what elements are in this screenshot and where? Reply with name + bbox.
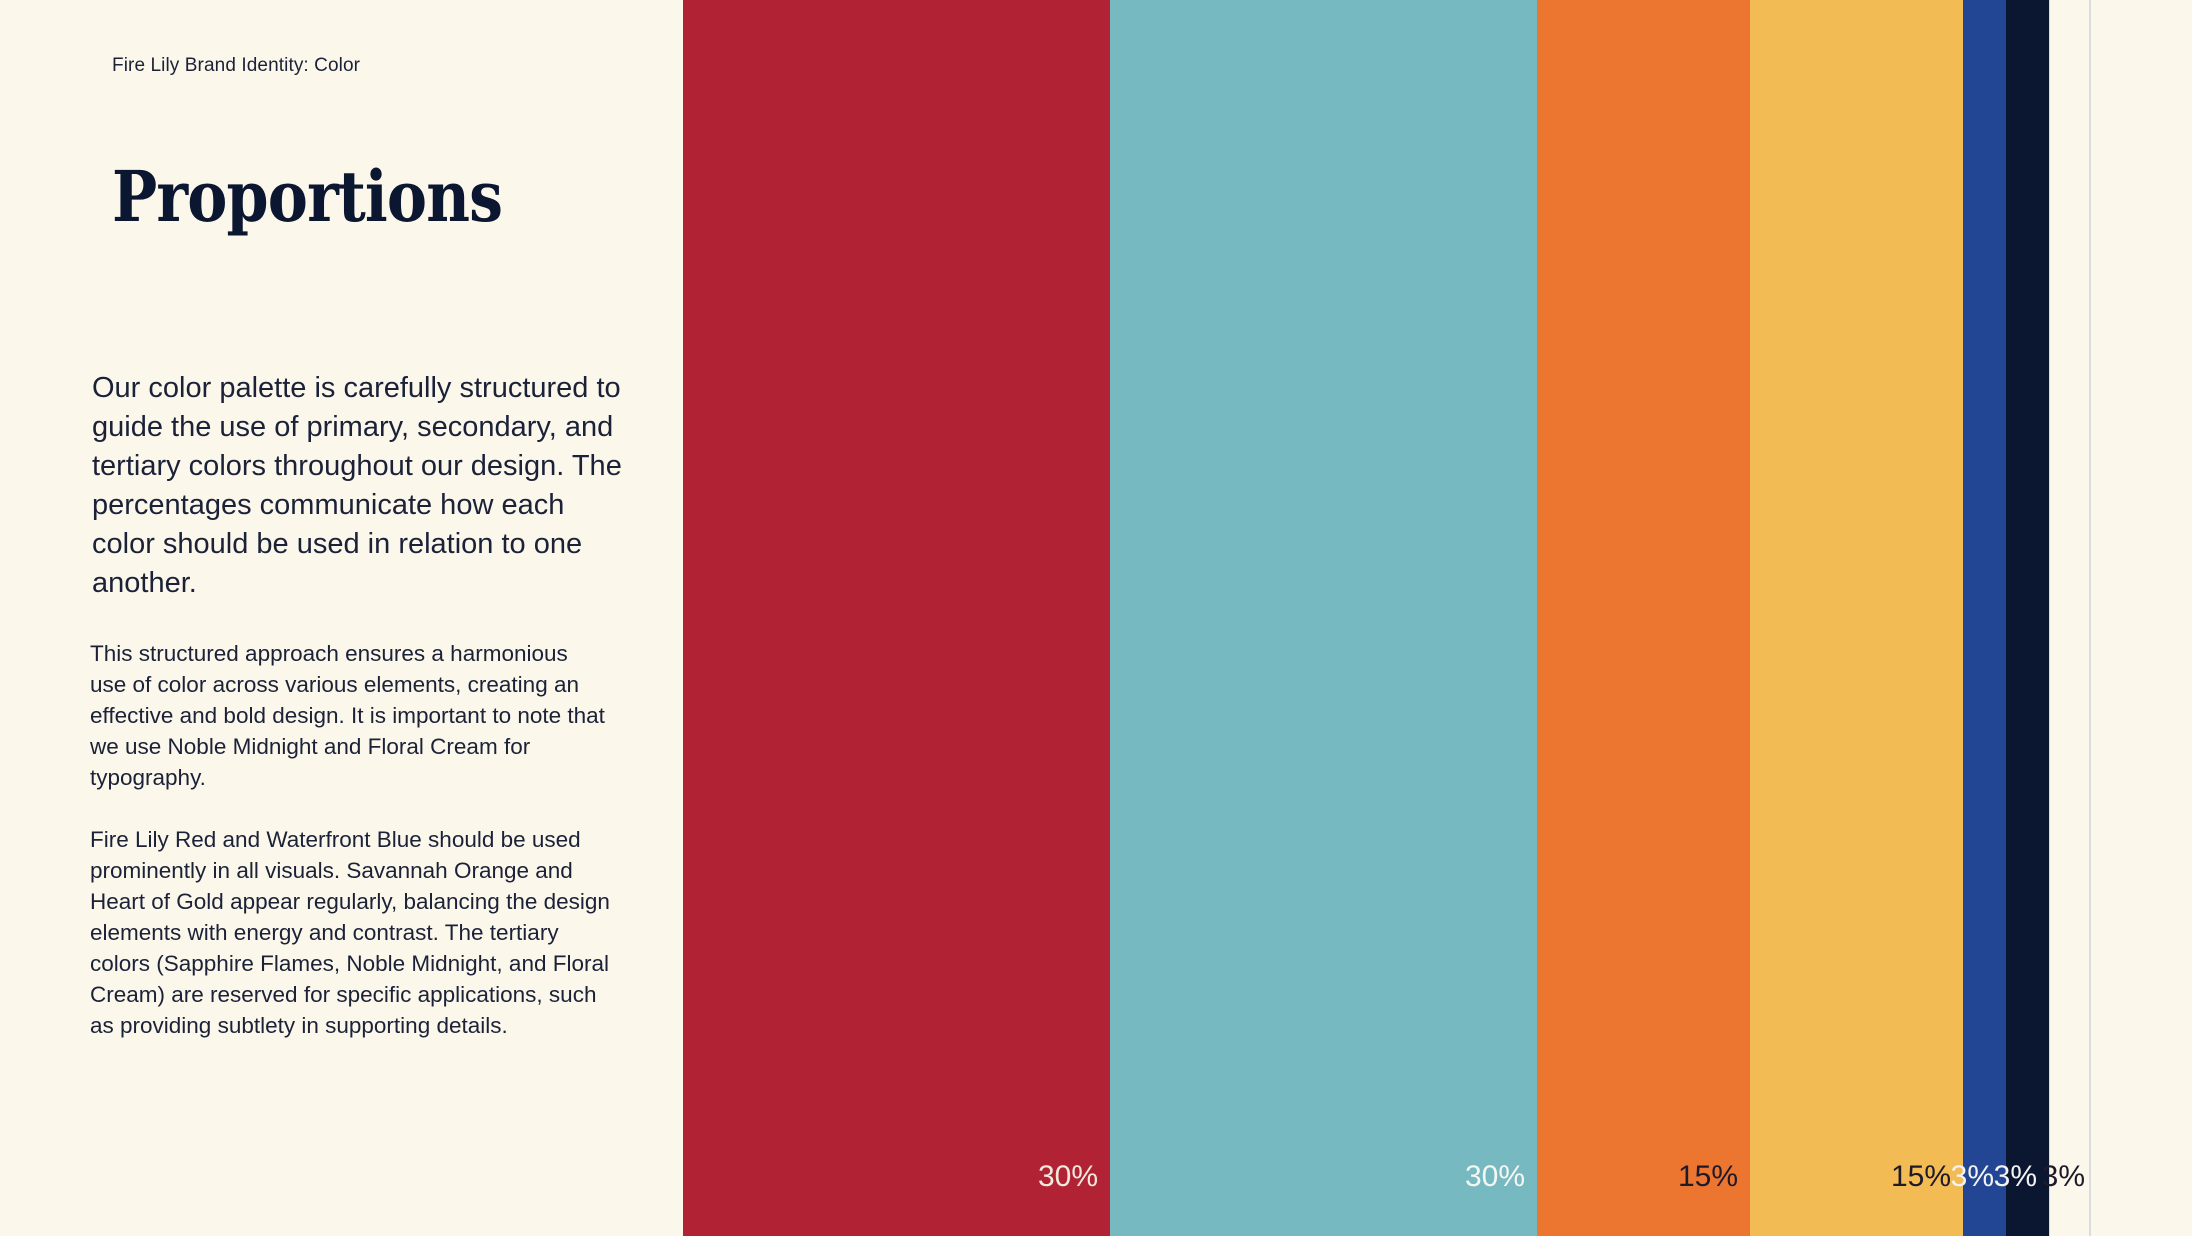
proportion-label-2: 30% [1464, 1160, 1525, 1193]
proportion-label-3: 15% [1677, 1160, 1738, 1193]
document-header-title: Fire Lily Brand Identity: Color [112, 55, 361, 76]
body-paragraph-2: Fire Lily Red and Waterfront Blue should… [90, 827, 610, 1038]
proportion-label-6: 3% [1993, 1160, 2037, 1193]
proportion-label-7: 3% [2041, 1160, 2085, 1193]
proportion-bar-7: 3% [2042, 0, 2091, 1236]
body-paragraph-1: This structured approach ensures a harmo… [90, 641, 605, 790]
proportion-bar-6: 3% [1994, 0, 2049, 1236]
proportion-bar-2: 30% [1110, 0, 1537, 1236]
proportion-bar-5: 3% [1951, 0, 2006, 1236]
proportion-label-5: 3% [1950, 1160, 1994, 1193]
proportion-label-1: 30% [1037, 1160, 1098, 1193]
proportion-bar-4: 15% [1750, 0, 1963, 1236]
color-proportion-chart: 30% 30% 15% 15% 3% 3% 3% [683, 0, 2091, 1236]
proportion-label-4: 15% [1890, 1160, 1951, 1193]
lead-paragraph: Our color palette is carefully structure… [92, 372, 622, 599]
page-title: Proportions [112, 155, 503, 238]
proportion-bar-3: 15% [1537, 0, 1750, 1236]
proportion-bar-1: 30% [683, 0, 1110, 1236]
